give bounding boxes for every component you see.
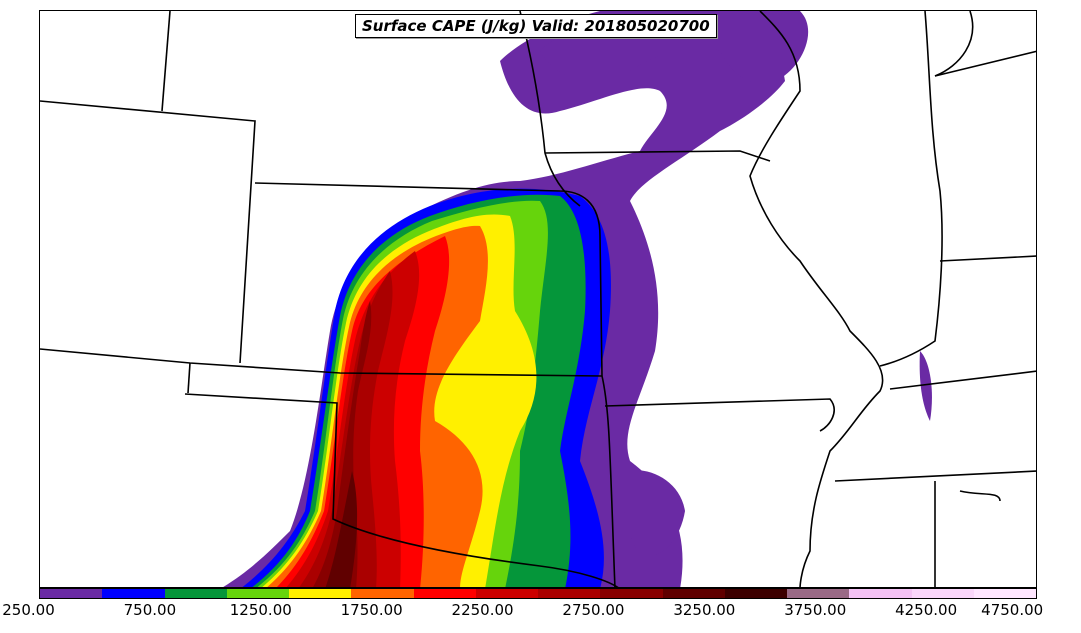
cape-band-4250 xyxy=(299,271,393,587)
border-line xyxy=(544,150,771,162)
colorbar-tick-label: 2250.00 xyxy=(451,601,514,619)
colorbar xyxy=(39,588,1037,599)
cape-patch-illinois xyxy=(919,351,932,421)
colorbar-segment xyxy=(662,589,725,598)
border-line xyxy=(834,470,1036,482)
colorbar-segment xyxy=(102,589,165,598)
border-line xyxy=(161,11,171,112)
border-line xyxy=(184,393,619,587)
colorbar-segment xyxy=(787,589,850,598)
colorbar-segment xyxy=(973,589,1036,598)
border-line xyxy=(939,255,1036,262)
border-line xyxy=(604,398,835,432)
border-line xyxy=(519,11,581,207)
colorbar-segment xyxy=(724,589,787,598)
colorbar-segment xyxy=(40,589,103,598)
colorbar-tick-label: 250.00 xyxy=(2,601,55,619)
colorbar-segment xyxy=(289,589,352,598)
colorbar-segment xyxy=(538,589,601,598)
colorbar-segment xyxy=(351,589,414,598)
colorbar-segment xyxy=(164,589,227,598)
colorbar-tick-label: 3250.00 xyxy=(673,601,736,619)
border-line xyxy=(749,11,884,587)
border-line xyxy=(40,348,603,377)
colorbar-ticks: 250.00 750.00 1250.00 1750.00 2250.00 2750.00… xyxy=(0,601,1081,625)
colorbar-tick-label: 3750.00 xyxy=(784,601,847,619)
state-borders xyxy=(40,11,1036,587)
border-line xyxy=(879,11,943,367)
border-line xyxy=(934,11,974,77)
colorbar-tick-label: 1750.00 xyxy=(340,601,403,619)
border-line xyxy=(40,100,256,364)
colorbar-segment xyxy=(849,589,912,598)
border-line xyxy=(187,362,191,394)
cape-shading xyxy=(223,11,932,587)
colorbar-tick-label: 2750.00 xyxy=(562,601,625,619)
cape-max-core xyxy=(325,471,358,587)
border-line xyxy=(601,375,616,587)
border-line xyxy=(254,182,603,377)
colorbar-tick-label: 750.00 xyxy=(123,601,177,619)
border-line xyxy=(959,490,1001,502)
map-panel xyxy=(39,10,1037,588)
border-line xyxy=(934,50,1036,77)
colorbar-segment xyxy=(600,589,663,598)
colorbar-segment xyxy=(911,589,974,598)
colorbar-segment xyxy=(226,589,289,598)
cape-patch-arkansas xyxy=(623,470,685,557)
colorbar-tick-label: 4250.00 xyxy=(895,601,958,619)
map-title: Surface CAPE (J/kg) Valid: 201805020700 xyxy=(355,14,717,38)
cape-map xyxy=(40,11,1036,587)
colorbar-segment xyxy=(475,589,538,598)
colorbar-tick-label: 1250.00 xyxy=(229,601,292,619)
colorbar-segment xyxy=(413,589,476,598)
colorbar-tick-label: 4750.00 xyxy=(981,601,1044,619)
border-line xyxy=(889,370,1036,390)
